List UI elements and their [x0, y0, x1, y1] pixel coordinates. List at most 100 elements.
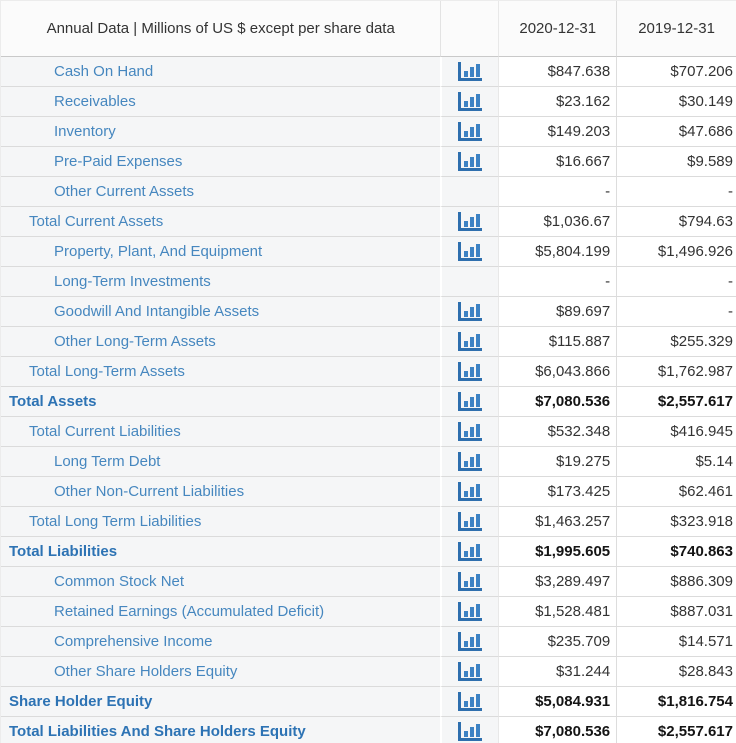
row-icon-cell — [440, 507, 499, 537]
value-2020-12-31: $532.348 — [498, 417, 617, 447]
bar-chart-icon[interactable] — [458, 662, 483, 681]
row-icon-cell — [440, 657, 499, 687]
row-icon-cell — [440, 387, 499, 417]
value-2020-12-31: $1,528.481 — [498, 597, 617, 627]
bar-chart-icon[interactable] — [458, 482, 483, 501]
bar-chart-icon[interactable] — [458, 422, 483, 441]
row-label-link[interactable]: Inventory — [54, 123, 116, 140]
row-label-link[interactable]: Goodwill And Intangible Assets — [54, 303, 260, 320]
row-label-link[interactable]: Long-Term Investments — [54, 273, 211, 290]
row-label-link[interactable]: Total Liabilities — [9, 543, 118, 560]
row-label-link[interactable]: Total Assets — [9, 393, 97, 410]
value-2019-12-31: $887.031 — [616, 597, 736, 627]
bar-chart-icon[interactable] — [458, 362, 483, 381]
bar-chart-icon[interactable] — [458, 302, 483, 321]
bar-chart-icon[interactable] — [458, 512, 483, 531]
table-header-title: Annual Data | Millions of US $ except pe… — [1, 1, 441, 57]
bar-chart-icon[interactable] — [458, 542, 483, 561]
value-2020-12-31: $3,289.497 — [498, 567, 617, 597]
value-2019-12-31: $2,557.617 — [616, 717, 736, 743]
bar-chart-icon[interactable] — [458, 62, 483, 81]
value-2019-12-31: - — [616, 177, 736, 207]
table-row: Cash On Hand $847.638 $707.206 — [1, 57, 736, 87]
row-label-cell: Common Stock Net — [1, 567, 441, 597]
row-label-link[interactable]: Property, Plant, And Equipment — [54, 243, 263, 260]
row-label-link[interactable]: Total Liabilities And Share Holders Equi… — [9, 723, 306, 740]
row-label-cell: Total Long-Term Assets — [1, 357, 441, 387]
table-row: Total Liabilities And Share Holders Equi… — [1, 717, 736, 743]
value-2020-12-31: $23.162 — [498, 87, 617, 117]
row-label-link[interactable]: Other Current Assets — [54, 183, 195, 200]
row-label-link[interactable]: Retained Earnings (Accumulated Deficit) — [54, 603, 325, 620]
bar-chart-icon[interactable] — [458, 92, 483, 111]
row-label-link[interactable]: Share Holder Equity — [9, 693, 153, 710]
value-2020-12-31: $5,084.931 — [498, 687, 617, 717]
bar-chart-icon[interactable] — [458, 152, 483, 171]
value-2019-12-31: $707.206 — [616, 57, 736, 87]
table-row: Total Liabilities $1,995.605 $740.863 — [1, 537, 736, 567]
row-icon-cell — [440, 237, 499, 267]
value-2019-12-31: - — [616, 297, 736, 327]
row-label-link[interactable]: Other Share Holders Equity — [54, 663, 238, 680]
table-row: Total Assets $7,080.536 $2,557.617 — [1, 387, 736, 417]
value-2019-12-31: $740.863 — [616, 537, 736, 567]
value-2020-12-31: $31.244 — [498, 657, 617, 687]
value-2020-12-31: $149.203 — [498, 117, 617, 147]
value-2019-12-31: $14.571 — [616, 627, 736, 657]
row-label-link[interactable]: Other Long-Term Assets — [54, 333, 216, 350]
bar-chart-icon[interactable] — [458, 692, 483, 711]
table-row: Other Long-Term Assets $115.887 $255.329 — [1, 327, 736, 357]
row-label-link[interactable]: Total Current Assets — [29, 213, 164, 230]
table-header-row: Annual Data | Millions of US $ except pe… — [1, 1, 736, 57]
table-row: Common Stock Net $3,289.497 $886.309 — [1, 567, 736, 597]
value-2019-12-31: - — [616, 267, 736, 297]
value-2019-12-31: $255.329 — [616, 327, 736, 357]
row-label-link[interactable]: Other Non-Current Liabilities — [54, 483, 245, 500]
row-label-link[interactable]: Comprehensive Income — [54, 633, 213, 650]
value-2020-12-31: $7,080.536 — [498, 387, 617, 417]
column-header-2019-12-31: 2019-12-31 — [616, 1, 736, 57]
bar-chart-icon[interactable] — [458, 332, 483, 351]
row-label-link[interactable]: Total Long-Term Assets — [29, 363, 185, 380]
table-row: Other Non-Current Liabilities $173.425 $… — [1, 477, 736, 507]
row-label-cell: Pre-Paid Expenses — [1, 147, 441, 177]
bar-chart-icon[interactable] — [458, 392, 483, 411]
row-label-cell: Other Non-Current Liabilities — [1, 477, 441, 507]
row-label-link[interactable]: Pre-Paid Expenses — [54, 153, 183, 170]
row-label-link[interactable]: Total Current Liabilities — [29, 423, 181, 440]
row-label-link[interactable]: Total Long Term Liabilities — [29, 513, 202, 530]
bar-chart-icon[interactable] — [458, 122, 483, 141]
bar-chart-icon[interactable] — [458, 602, 483, 621]
row-label-cell: Total Current Assets — [1, 207, 441, 237]
value-2020-12-31: $1,036.67 — [498, 207, 617, 237]
bar-chart-icon[interactable] — [458, 452, 483, 471]
row-label-cell: Total Liabilities And Share Holders Equi… — [1, 717, 441, 743]
table-row: Inventory $149.203 $47.686 — [1, 117, 736, 147]
row-label-link[interactable]: Common Stock Net — [54, 573, 185, 590]
row-label-cell: Other Long-Term Assets — [1, 327, 441, 357]
value-2020-12-31: $235.709 — [498, 627, 617, 657]
bar-chart-icon[interactable] — [458, 722, 483, 741]
table-row: Long-Term Investments - - — [1, 267, 736, 297]
value-2019-12-31: $1,496.926 — [616, 237, 736, 267]
table-row: Property, Plant, And Equipment $5,804.19… — [1, 237, 736, 267]
row-label-cell: Total Liabilities — [1, 537, 441, 567]
table-row: Receivables $23.162 $30.149 — [1, 87, 736, 117]
table-row: Total Long Term Liabilities $1,463.257 $… — [1, 507, 736, 537]
value-2020-12-31: - — [498, 177, 617, 207]
row-label-link[interactable]: Long Term Debt — [54, 453, 161, 470]
row-icon-cell — [440, 357, 499, 387]
table-row: Other Share Holders Equity $31.244 $28.8… — [1, 657, 736, 687]
row-label-link[interactable]: Cash On Hand — [54, 63, 154, 80]
value-2020-12-31: $1,995.605 — [498, 537, 617, 567]
row-label-cell: Long-Term Investments — [1, 267, 441, 297]
value-2019-12-31: $5.14 — [616, 447, 736, 477]
bar-chart-icon[interactable] — [458, 212, 483, 231]
bar-chart-icon[interactable] — [458, 242, 483, 261]
value-2019-12-31: $323.918 — [616, 507, 736, 537]
bar-chart-icon[interactable] — [458, 632, 483, 651]
bar-chart-icon[interactable] — [458, 572, 483, 591]
row-label-cell: Share Holder Equity — [1, 687, 441, 717]
row-icon-cell — [440, 687, 499, 717]
row-label-link[interactable]: Receivables — [54, 93, 136, 110]
